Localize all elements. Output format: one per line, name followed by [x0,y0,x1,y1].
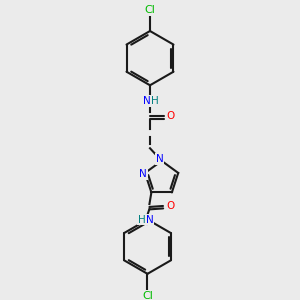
Text: N: N [156,154,164,164]
Text: Cl: Cl [142,291,153,300]
Text: O: O [167,201,175,211]
Text: Cl: Cl [145,5,155,15]
Text: H: H [151,96,159,106]
Text: O: O [166,111,175,121]
Text: H: H [138,214,146,225]
Text: N: N [143,96,151,106]
Text: N: N [146,214,153,225]
Text: N: N [139,169,147,179]
